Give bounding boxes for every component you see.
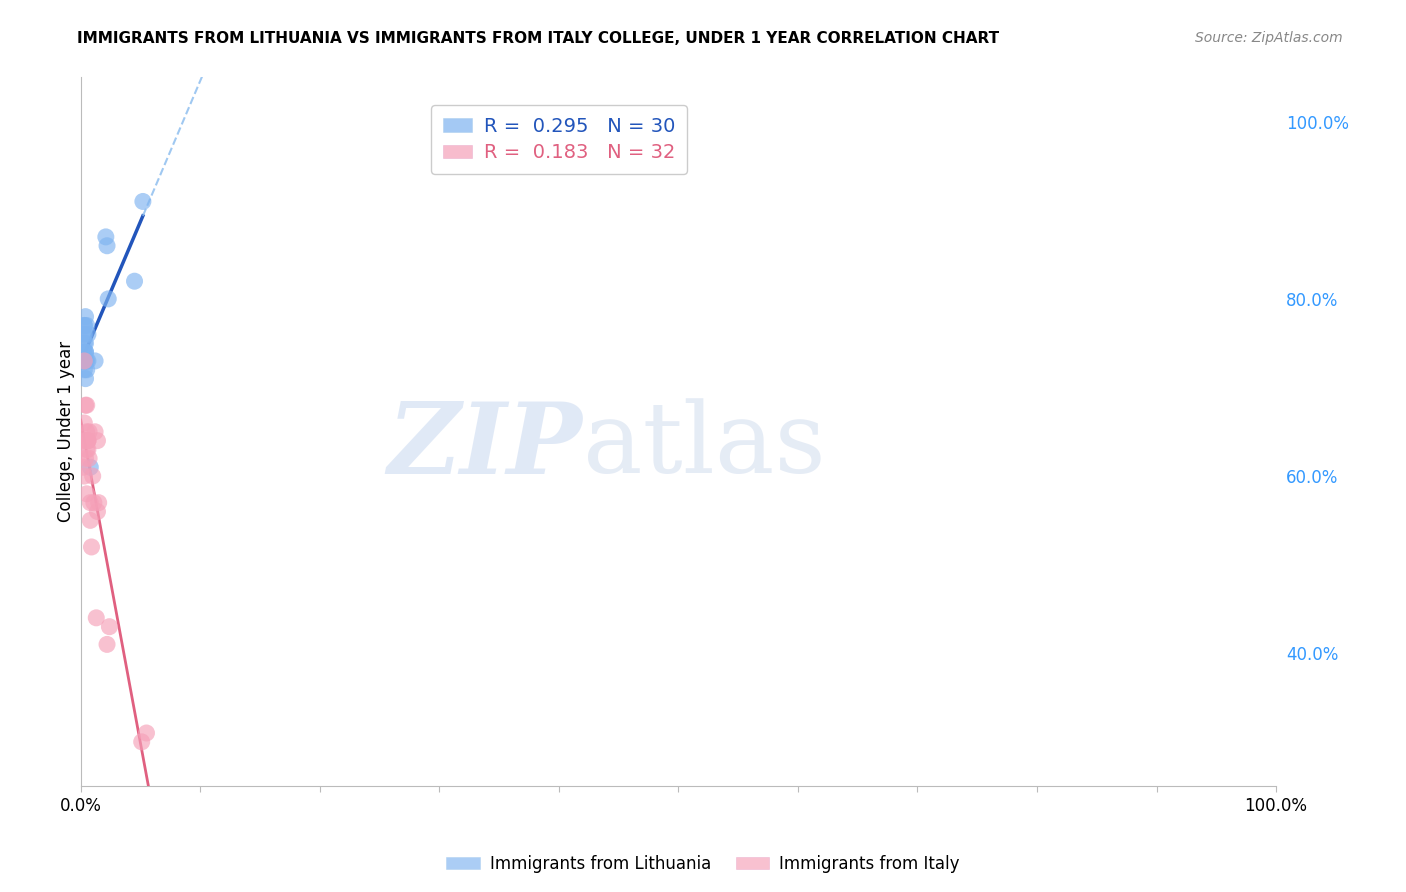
Point: [72, 345, 94, 359]
Point: [86, 434, 108, 448]
Point: [73, 416, 96, 430]
Point: [94, 230, 117, 244]
Point: [73, 318, 96, 333]
Point: [96, 239, 118, 253]
Point: [73, 363, 96, 377]
Point: [73, 354, 96, 368]
Point: [75, 354, 97, 368]
Point: [75, 345, 97, 359]
Y-axis label: College, Under 1 year: College, Under 1 year: [58, 342, 75, 523]
Point: [86, 504, 108, 518]
Point: [124, 274, 146, 288]
Legend: R =  0.295   N = 30, R =  0.183   N = 32: R = 0.295 N = 30, R = 0.183 N = 32: [432, 105, 686, 174]
Point: [76, 487, 98, 501]
Point: [75, 310, 97, 324]
Point: [76, 354, 98, 368]
Point: [87, 496, 110, 510]
Point: [77, 434, 100, 448]
Point: [77, 354, 100, 368]
Point: [75, 371, 97, 385]
Point: [77, 425, 100, 439]
Point: [84, 354, 107, 368]
Point: [73, 327, 96, 342]
Point: [97, 292, 120, 306]
Point: [79, 513, 101, 527]
Point: [75, 434, 97, 448]
Point: [73, 354, 96, 368]
Point: [75, 451, 97, 466]
Point: [82, 469, 104, 483]
Point: [79, 460, 101, 475]
Point: [73, 318, 96, 333]
Text: atlas: atlas: [583, 398, 825, 494]
Point: [98, 620, 121, 634]
Point: [76, 442, 98, 457]
Point: [132, 194, 155, 209]
Point: [77, 451, 100, 466]
Point: [135, 726, 157, 740]
Point: [77, 434, 100, 448]
Text: ZIP: ZIP: [388, 398, 583, 494]
Point: [72, 345, 94, 359]
Point: [73, 354, 96, 368]
Point: [77, 434, 100, 448]
Point: [96, 637, 118, 651]
Point: [72, 327, 94, 342]
Point: [77, 327, 100, 342]
Point: [84, 611, 107, 625]
Point: [75, 398, 97, 412]
Point: [72, 354, 94, 368]
Point: [73, 336, 96, 351]
Point: [73, 345, 96, 359]
Point: [76, 318, 98, 333]
Point: [80, 540, 103, 554]
Point: [75, 345, 97, 359]
Point: [76, 363, 98, 377]
Point: [76, 425, 98, 439]
Text: IMMIGRANTS FROM LITHUANIA VS IMMIGRANTS FROM ITALY COLLEGE, UNDER 1 YEAR CORRELA: IMMIGRANTS FROM LITHUANIA VS IMMIGRANTS …: [77, 31, 1000, 46]
Text: Source: ZipAtlas.com: Source: ZipAtlas.com: [1195, 31, 1343, 45]
Point: [83, 496, 105, 510]
Point: [79, 496, 101, 510]
Point: [75, 434, 97, 448]
Point: [84, 425, 107, 439]
Point: [75, 336, 97, 351]
Point: [76, 398, 98, 412]
Point: [73, 469, 96, 483]
Point: [77, 442, 100, 457]
Point: [72, 460, 94, 475]
Point: [131, 735, 153, 749]
Legend: Immigrants from Lithuania, Immigrants from Italy: Immigrants from Lithuania, Immigrants fr…: [440, 848, 966, 880]
